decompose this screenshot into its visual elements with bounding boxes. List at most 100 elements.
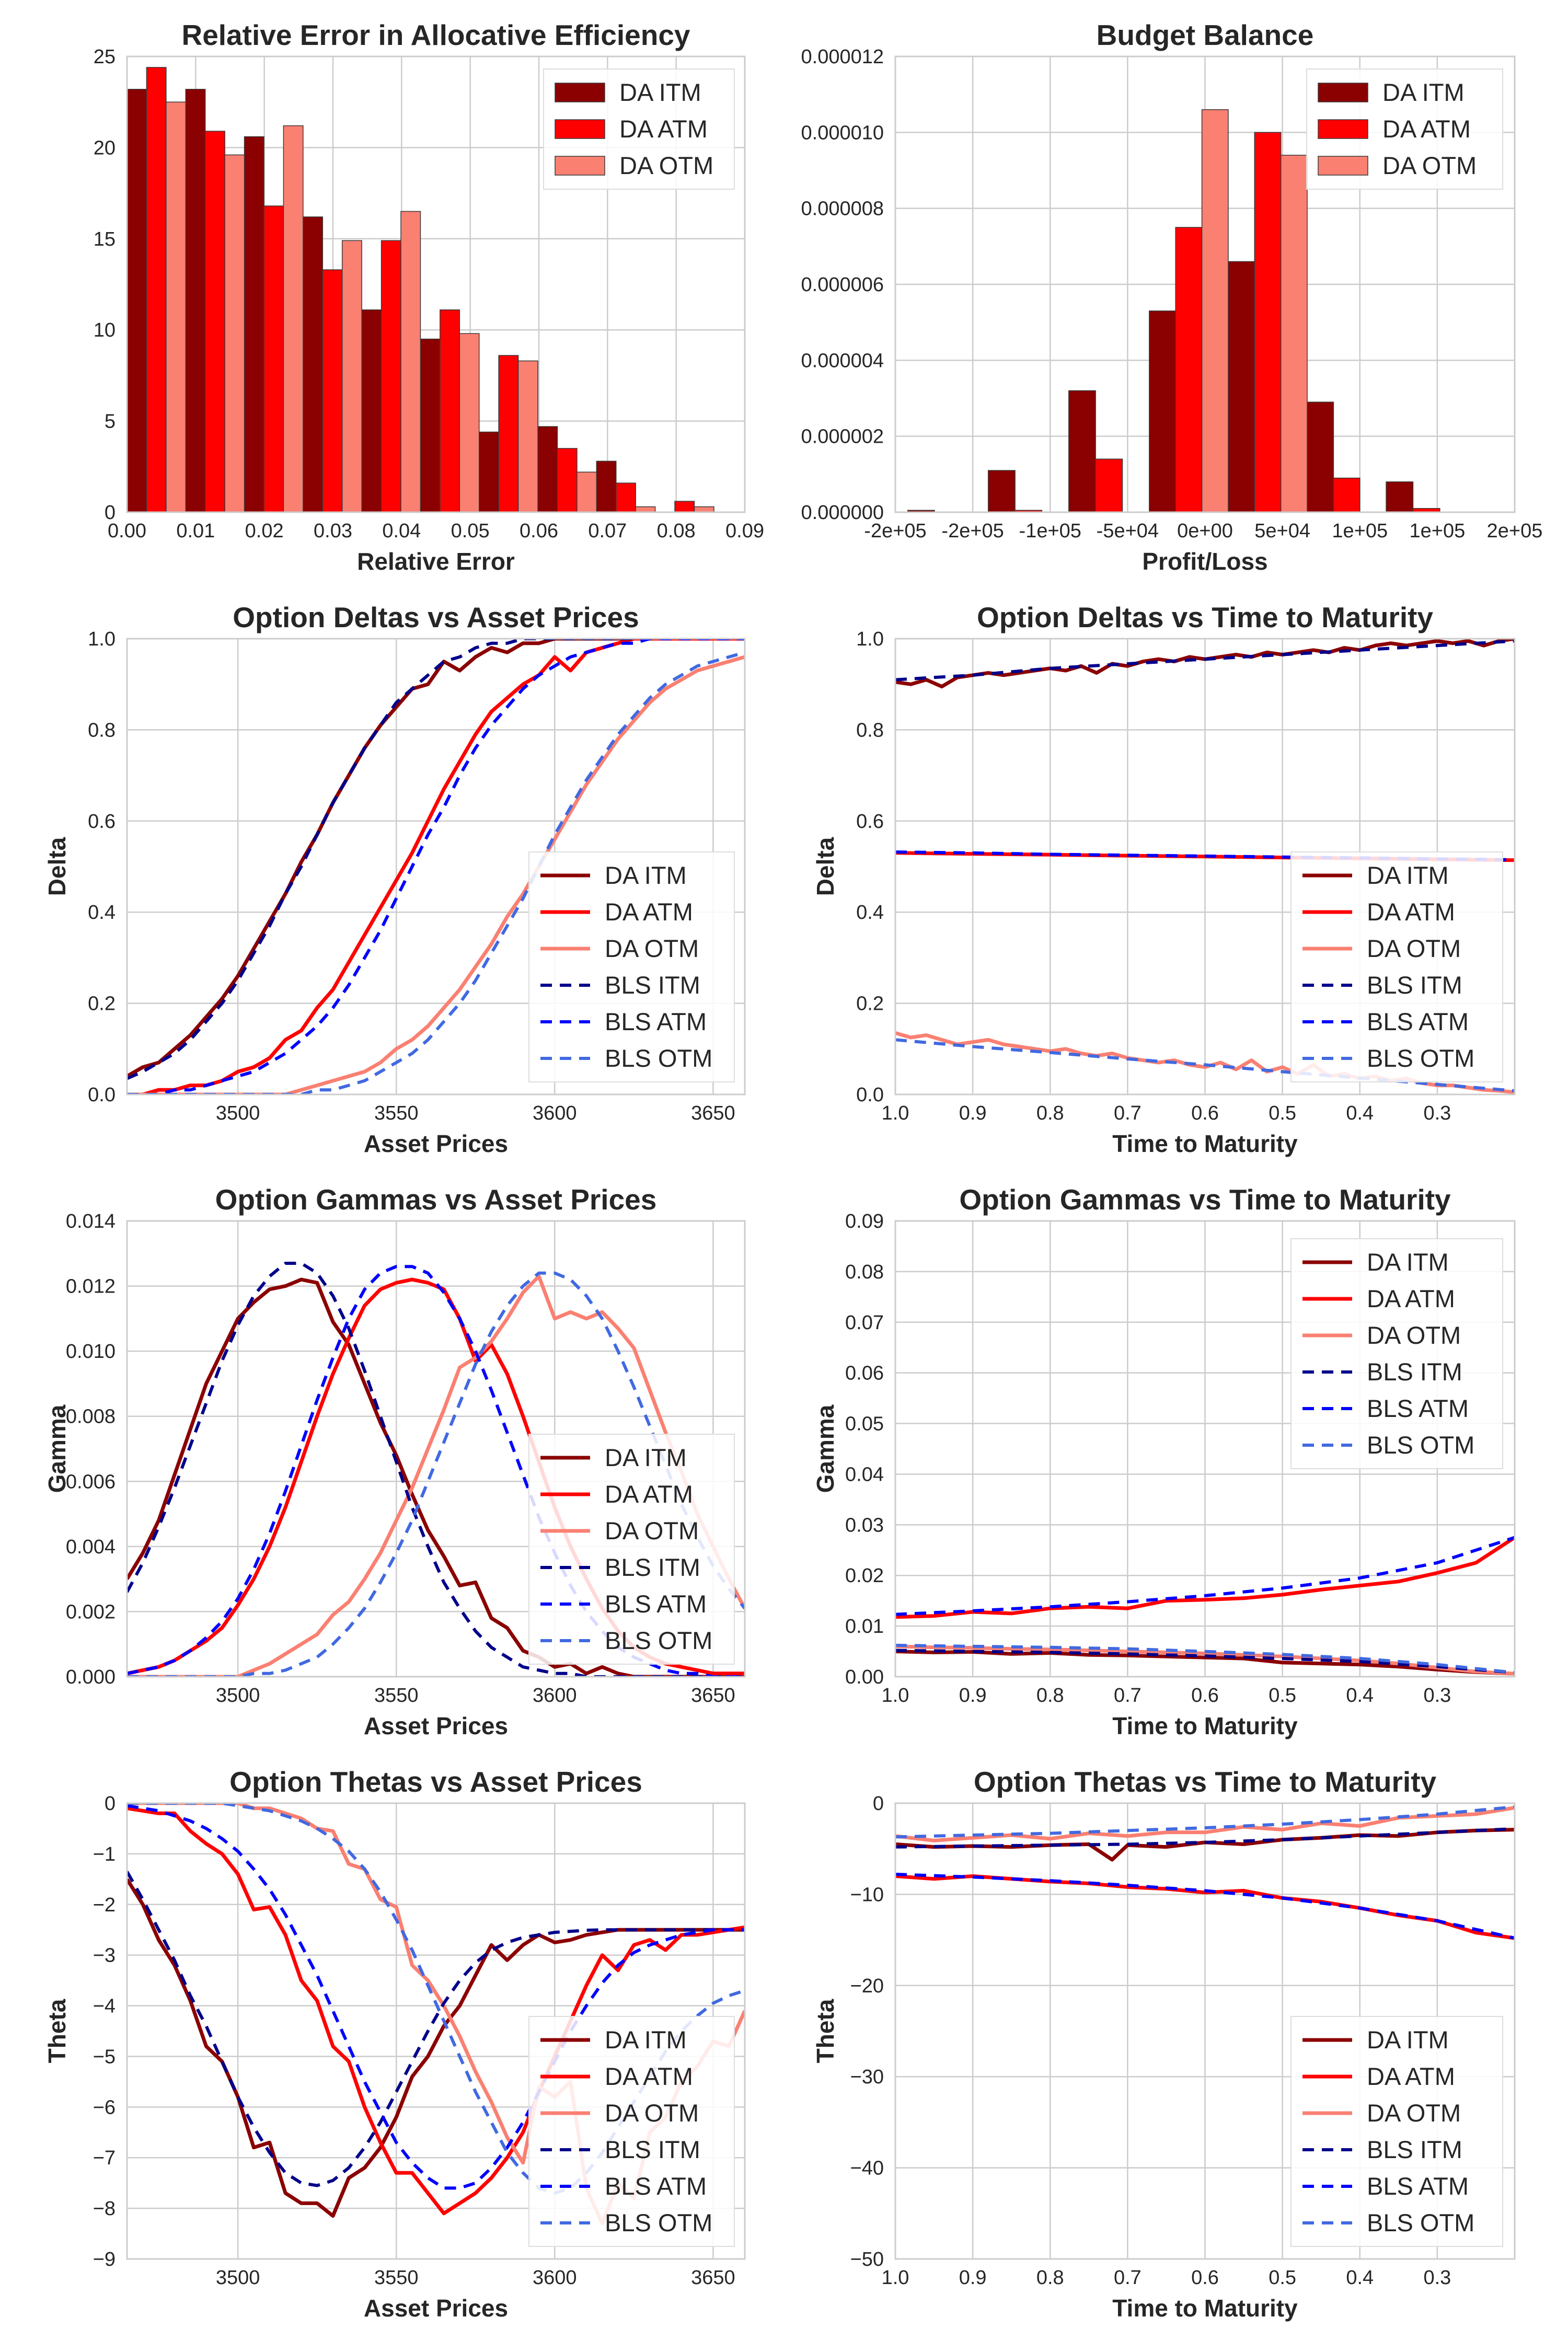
y-tick-label: 0.8 xyxy=(88,719,116,741)
chart-p7: 3500 3550 3600 3650 −9 −8 −7 −6 −5 −4 −3 −2 −1 0 Optio… xyxy=(43,1766,746,2322)
x-tick-label: 3600 xyxy=(533,2267,577,2289)
y-tick-label: −8 xyxy=(93,2198,116,2220)
legend-label: DA OTM xyxy=(1382,152,1477,179)
legend-label: DA ITM xyxy=(619,78,701,106)
legend-box xyxy=(1290,2016,1503,2247)
x-tick-label: -2e+05 xyxy=(864,520,926,542)
legend: DA ITM DA ATM DA OTM BLS ITM BLS ATM BLS OTM xyxy=(1290,1238,1503,1469)
x-tick-label: 0.08 xyxy=(657,520,696,542)
y-axis-label: Delta xyxy=(43,837,71,896)
x-tick-label: 0.9 xyxy=(959,2267,987,2289)
legend-box xyxy=(1290,1238,1503,1469)
plot-title: Option Gammas vs Time to Maturity xyxy=(959,1183,1451,1216)
y-tick-label: −7 xyxy=(93,2147,116,2169)
x-tick-label: 0.4 xyxy=(1346,1685,1374,1707)
y-tick-label: −2 xyxy=(93,1894,116,1916)
x-axis-label: Profit/Loss xyxy=(1142,548,1267,575)
bar xyxy=(517,360,538,512)
x-axis-label: Time to Maturity xyxy=(1112,1712,1298,1739)
plot-marks xyxy=(127,67,714,512)
y-axis-label: Delta xyxy=(812,837,839,896)
plot-frame xyxy=(894,1220,1516,1678)
legend-swatch xyxy=(555,119,605,139)
x-tick-label: 0.05 xyxy=(451,520,490,542)
legend-label: DA OTM xyxy=(1367,935,1461,962)
series-line xyxy=(895,639,1515,682)
bar xyxy=(283,125,304,512)
bar xyxy=(361,309,382,512)
legend-label: BLS OTM xyxy=(605,1627,712,1654)
bar xyxy=(1280,155,1308,512)
bar xyxy=(341,240,362,512)
bar xyxy=(674,501,695,512)
x-tick-label: 0.7 xyxy=(1114,1685,1142,1707)
x-tick-label: 0e+00 xyxy=(1177,520,1233,542)
x-tick-label: 3550 xyxy=(374,1102,419,1124)
y-tick-label: 15 xyxy=(94,228,116,250)
bar xyxy=(185,89,206,512)
bar xyxy=(303,216,324,512)
legend: DA ITM DA ATM DA OTM BLS ITM BLS ATM BLS OTM xyxy=(528,851,735,1082)
legend-label: DA ATM xyxy=(605,1480,693,1508)
legend-label: DA ATM xyxy=(605,2062,693,2090)
series-line xyxy=(127,1262,745,1677)
y-tick-label: 0.04 xyxy=(845,1463,884,1485)
y-tick-label: 0 xyxy=(873,1793,884,1815)
legend-label: DA ATM xyxy=(1367,898,1455,926)
bar xyxy=(1254,132,1282,512)
chart-p1: 0.00 0.01 0.02 0.03 0.04 0.05 0.06 0.07 0.08 0.09… xyxy=(94,19,764,575)
plot-marks xyxy=(895,1805,1515,1940)
series-line xyxy=(127,1277,745,1677)
y-tick-label: 1.0 xyxy=(88,628,116,650)
y-tick-label: 0.000000 xyxy=(801,502,884,524)
x-tick-label: 0.8 xyxy=(1036,2267,1064,2289)
plot-title: Option Deltas vs Time to Maturity xyxy=(977,601,1433,633)
series-line xyxy=(127,639,745,1080)
x-axis-label: Time to Maturity xyxy=(1112,1130,1298,1157)
y-tick-label: −4 xyxy=(93,1996,116,2017)
x-tick-label: 0.00 xyxy=(108,520,146,542)
legend-label: DA ITM xyxy=(605,861,687,889)
bar xyxy=(1307,401,1334,512)
x-axis-label: Asset Prices xyxy=(364,1130,508,1157)
series-line xyxy=(127,1274,745,1677)
bar xyxy=(577,471,597,512)
y-tick-label: 0.05 xyxy=(845,1413,884,1435)
y-tick-label: 0.010 xyxy=(66,1341,116,1363)
bar xyxy=(557,448,578,512)
x-tick-label: 0.4 xyxy=(1346,1102,1374,1124)
bar xyxy=(224,154,245,512)
chart-p3: 3500 3550 3600 3650 0.0 0.2 0.4 0.6 0.8 1.0 Option… xyxy=(43,601,746,1157)
x-tick-label: 0.9 xyxy=(959,1102,987,1124)
y-tick-label: 0.000004 xyxy=(801,350,884,372)
legend-label: DA ATM xyxy=(605,898,693,926)
legend-label: DA OTM xyxy=(619,152,713,179)
y-tick-label: 1.0 xyxy=(856,628,884,650)
legend-label: DA ATM xyxy=(1367,1285,1455,1312)
y-tick-label: 0.002 xyxy=(66,1601,116,1623)
y-tick-label: 0.000010 xyxy=(801,122,884,144)
bar xyxy=(322,269,343,512)
x-tick-label: 0.7 xyxy=(1114,2267,1142,2289)
bar xyxy=(400,211,421,512)
legend-label: DA ATM xyxy=(619,115,708,143)
x-tick-label: 1e+05 xyxy=(1410,520,1466,542)
bar xyxy=(1149,310,1176,512)
bar xyxy=(1201,109,1229,512)
y-tick-label: 0.08 xyxy=(845,1261,884,1283)
bar xyxy=(1412,508,1440,512)
x-axis-label: Asset Prices xyxy=(364,1712,508,1739)
y-tick-label: 0.012 xyxy=(66,1276,116,1298)
y-tick-label: −20 xyxy=(850,1975,884,1997)
plot-frame xyxy=(126,638,746,1096)
legend-box xyxy=(528,2016,735,2247)
legend-label: DA ITM xyxy=(1367,2026,1449,2054)
legend-label: BLS ITM xyxy=(1367,971,1462,999)
series-line xyxy=(895,1644,1515,1676)
x-tick-label: 0.07 xyxy=(588,520,627,542)
bar xyxy=(1068,390,1096,512)
x-tick-label: 0.01 xyxy=(176,520,215,542)
bar xyxy=(1095,458,1123,512)
legend-label: DA ATM xyxy=(1382,115,1471,143)
bar xyxy=(635,506,656,512)
